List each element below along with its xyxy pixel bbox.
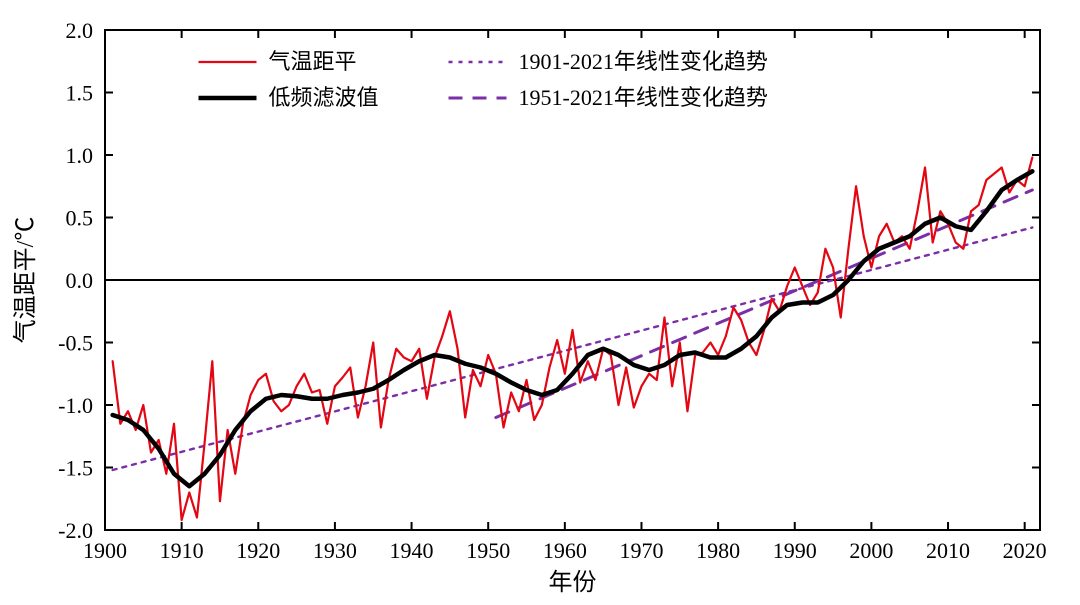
x-tick-label: 2020 <box>1003 538 1047 563</box>
y-tick-label: 0.0 <box>66 268 94 293</box>
x-tick-label: 1970 <box>619 538 663 563</box>
x-tick-label: 1940 <box>390 538 434 563</box>
x-axis-label: 年份 <box>549 569 597 596</box>
x-tick-label: 1980 <box>696 538 740 563</box>
y-tick-label: -2.0 <box>58 518 93 543</box>
y-tick-label: 0.5 <box>66 206 94 231</box>
legend-label-trend1951: 1951-2021年线性变化趋势 <box>519 85 768 110</box>
x-tick-label: 2010 <box>926 538 970 563</box>
x-tick-label: 1960 <box>543 538 587 563</box>
legend-label-lowpass: 低频滤波值 <box>269 85 379 110</box>
temperature-anomaly-chart: 1900191019201930194019501960197019801990… <box>0 0 1080 605</box>
x-tick-label: 1930 <box>313 538 357 563</box>
y-tick-label: 1.5 <box>66 81 94 106</box>
y-tick-label: 1.0 <box>66 143 94 168</box>
y-axis-label: 气温距平/℃ <box>12 217 39 344</box>
y-tick-label: -0.5 <box>58 331 93 356</box>
x-tick-label: 2000 <box>849 538 893 563</box>
x-tick-label: 1910 <box>160 538 204 563</box>
x-tick-label: 1990 <box>773 538 817 563</box>
x-tick-label: 1950 <box>466 538 510 563</box>
y-tick-label: -1.5 <box>58 456 93 481</box>
legend-label-trend1901: 1901-2021年线性变化趋势 <box>519 49 768 74</box>
y-tick-label: -1.0 <box>58 393 93 418</box>
legend-label-anomaly: 气温距平 <box>269 49 357 74</box>
y-tick-label: 2.0 <box>66 18 94 43</box>
x-tick-label: 1920 <box>236 538 280 563</box>
